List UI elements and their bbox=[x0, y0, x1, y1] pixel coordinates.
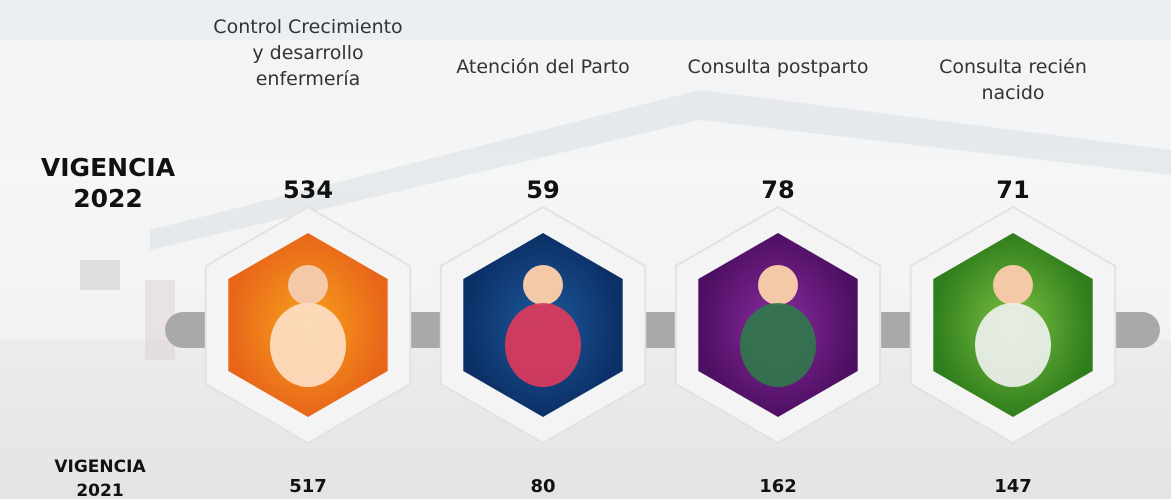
value-2021: 517 bbox=[248, 476, 368, 497]
value-2022: 534 bbox=[248, 176, 368, 204]
figure-body bbox=[505, 303, 581, 387]
column-label: Consulta postparto bbox=[678, 54, 878, 80]
column-label: Consulta recién nacido bbox=[913, 54, 1113, 106]
value-2022: 71 bbox=[953, 176, 1073, 204]
figure-body bbox=[270, 303, 346, 387]
row-label: VIGENCIA 2022 bbox=[38, 152, 178, 214]
row-label: VIGENCIA 2021 bbox=[40, 455, 160, 499]
figure-body bbox=[740, 303, 816, 387]
figure-head bbox=[993, 265, 1033, 305]
figure-head bbox=[288, 265, 328, 305]
column-label: Atención del Parto bbox=[443, 54, 643, 80]
value-2022: 78 bbox=[718, 176, 838, 204]
infographic: VIGENCIA 2022 VIGENCIA 2021 Control Crec… bbox=[0, 0, 1171, 499]
figure-head bbox=[758, 265, 798, 305]
figure-head bbox=[523, 265, 563, 305]
value-2021: 147 bbox=[953, 476, 1073, 497]
figure-body bbox=[975, 303, 1051, 387]
column-label: Control Crecimiento y desarrollo enferme… bbox=[208, 14, 408, 92]
value-2021: 162 bbox=[718, 476, 838, 497]
value-2021: 80 bbox=[483, 476, 603, 497]
value-2022: 59 bbox=[483, 176, 603, 204]
